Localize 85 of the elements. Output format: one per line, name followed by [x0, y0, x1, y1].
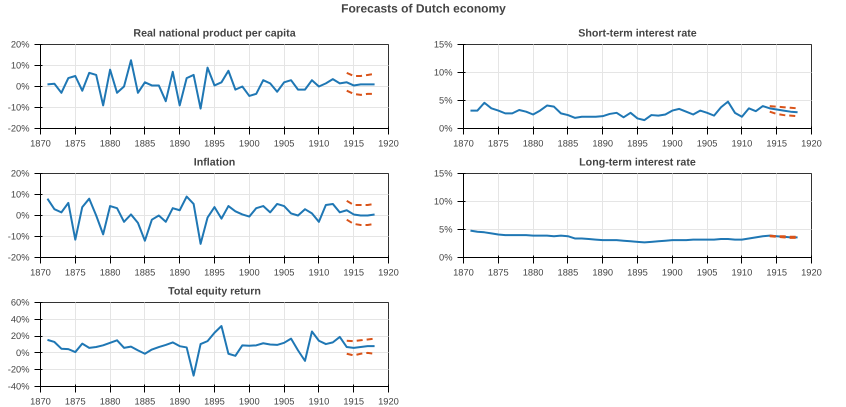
x-tick-label: 1920: [801, 138, 822, 148]
x-tick-label: 1895: [627, 138, 648, 148]
y-tick-label: 15%: [434, 168, 452, 178]
x-tick-label: 1905: [696, 268, 718, 278]
chart-title: Short-term interest rate: [578, 28, 697, 40]
chart-title: Long-term interest rate: [579, 156, 696, 168]
y-tick-label: 0%: [16, 210, 30, 220]
x-tick-label: 1905: [274, 138, 294, 148]
x-tick-label: 1910: [732, 268, 752, 278]
y-tick-label: 0%: [16, 82, 30, 92]
x-tick-label: 1890: [169, 396, 190, 406]
x-tick-label: 1875: [64, 396, 86, 406]
y-tick-label: 0%: [439, 124, 452, 134]
y-tick-label: 10%: [434, 68, 452, 78]
x-tick-label: 1900: [662, 268, 683, 278]
x-tick-label: 1915: [343, 396, 364, 406]
y-tick-label: 10%: [434, 196, 452, 206]
y-tick-label: -10%: [8, 102, 30, 112]
x-tick-label: 1915: [766, 138, 788, 148]
y-tick-label: 10%: [10, 190, 30, 200]
y-tick-label: 20%: [10, 40, 30, 50]
x-tick-label: 1885: [134, 268, 156, 278]
y-tick-label: -40%: [8, 382, 30, 392]
x-tick-label: 1910: [308, 396, 330, 406]
y-tick-label: -20%: [8, 364, 30, 375]
x-tick-label: 1880: [100, 138, 120, 148]
x-tick-label: 1920: [378, 268, 399, 278]
y-tick-label: 5%: [439, 224, 452, 234]
y-tick-label: -20%: [8, 252, 30, 262]
x-tick-label: 1885: [134, 138, 156, 148]
x-tick-label: 1895: [204, 396, 225, 406]
x-tick-label: 1890: [592, 268, 614, 278]
chart-title: Real national product per capita: [133, 28, 296, 40]
x-tick-label: 1900: [662, 138, 683, 148]
y-tick-label: -20%: [8, 124, 30, 134]
x-tick-label: 1910: [308, 138, 330, 148]
y-tick-label: 0%: [439, 252, 452, 262]
x-tick-label: 1920: [378, 396, 399, 406]
x-tick-label: 1900: [238, 396, 260, 406]
chart-title: Total equity return: [168, 286, 261, 298]
x-tick-label: 1915: [766, 268, 788, 278]
y-tick-label: 60%: [10, 298, 30, 308]
x-tick-label: 1910: [308, 268, 330, 278]
chart-title: Inflation: [194, 156, 236, 168]
x-tick-label: 1880: [522, 138, 544, 148]
y-tick-label: 10%: [10, 60, 30, 70]
x-tick-label: 1905: [696, 138, 718, 148]
x-tick-label: 1890: [592, 138, 614, 148]
x-tick-label: 1920: [801, 268, 822, 278]
x-tick-label: 1895: [204, 138, 225, 148]
x-tick-label: 1875: [64, 268, 86, 278]
x-tick-label: 1910: [732, 138, 752, 148]
text: Forecasts of Dutch economy: [341, 2, 506, 16]
x-tick-label: 1870: [30, 138, 51, 148]
y-tick-label: 5%: [439, 96, 452, 106]
x-tick-label: 1895: [627, 268, 648, 278]
x-tick-label: 1885: [558, 138, 578, 148]
x-tick-label: 1870: [30, 396, 51, 406]
x-tick-label: 1905: [274, 268, 294, 278]
y-tick-label: 15%: [434, 40, 452, 50]
x-tick-label: 1875: [64, 138, 86, 148]
y-tick-label: 40%: [10, 314, 30, 324]
x-tick-label: 1895: [204, 268, 225, 278]
y-tick-label: 20%: [10, 168, 30, 178]
x-tick-label: 1880: [100, 268, 120, 278]
x-tick-label: 1885: [558, 268, 578, 278]
x-tick-label: 1890: [169, 268, 190, 278]
x-tick-label: 1880: [522, 268, 544, 278]
x-tick-label: 1875: [488, 268, 509, 278]
x-tick-label: 1875: [488, 138, 509, 148]
x-tick-label: 1880: [100, 396, 120, 406]
y-tick-label: 20%: [10, 331, 30, 342]
x-tick-label: 1920: [378, 138, 399, 148]
x-tick-label: 1915: [343, 138, 364, 148]
x-tick-label: 1870: [30, 268, 51, 278]
x-tick-label: 1905: [274, 396, 294, 406]
x-tick-label: 1900: [238, 138, 260, 148]
x-tick-label: 1890: [169, 138, 190, 148]
x-tick-label: 1885: [134, 396, 156, 406]
x-tick-label: 1915: [343, 268, 364, 278]
y-tick-label: 0%: [16, 348, 30, 358]
x-tick-label: 1900: [238, 268, 260, 278]
y-tick-label: -10%: [8, 232, 30, 242]
x-tick-label: 1870: [453, 138, 474, 148]
x-tick-label: 1870: [453, 268, 474, 278]
